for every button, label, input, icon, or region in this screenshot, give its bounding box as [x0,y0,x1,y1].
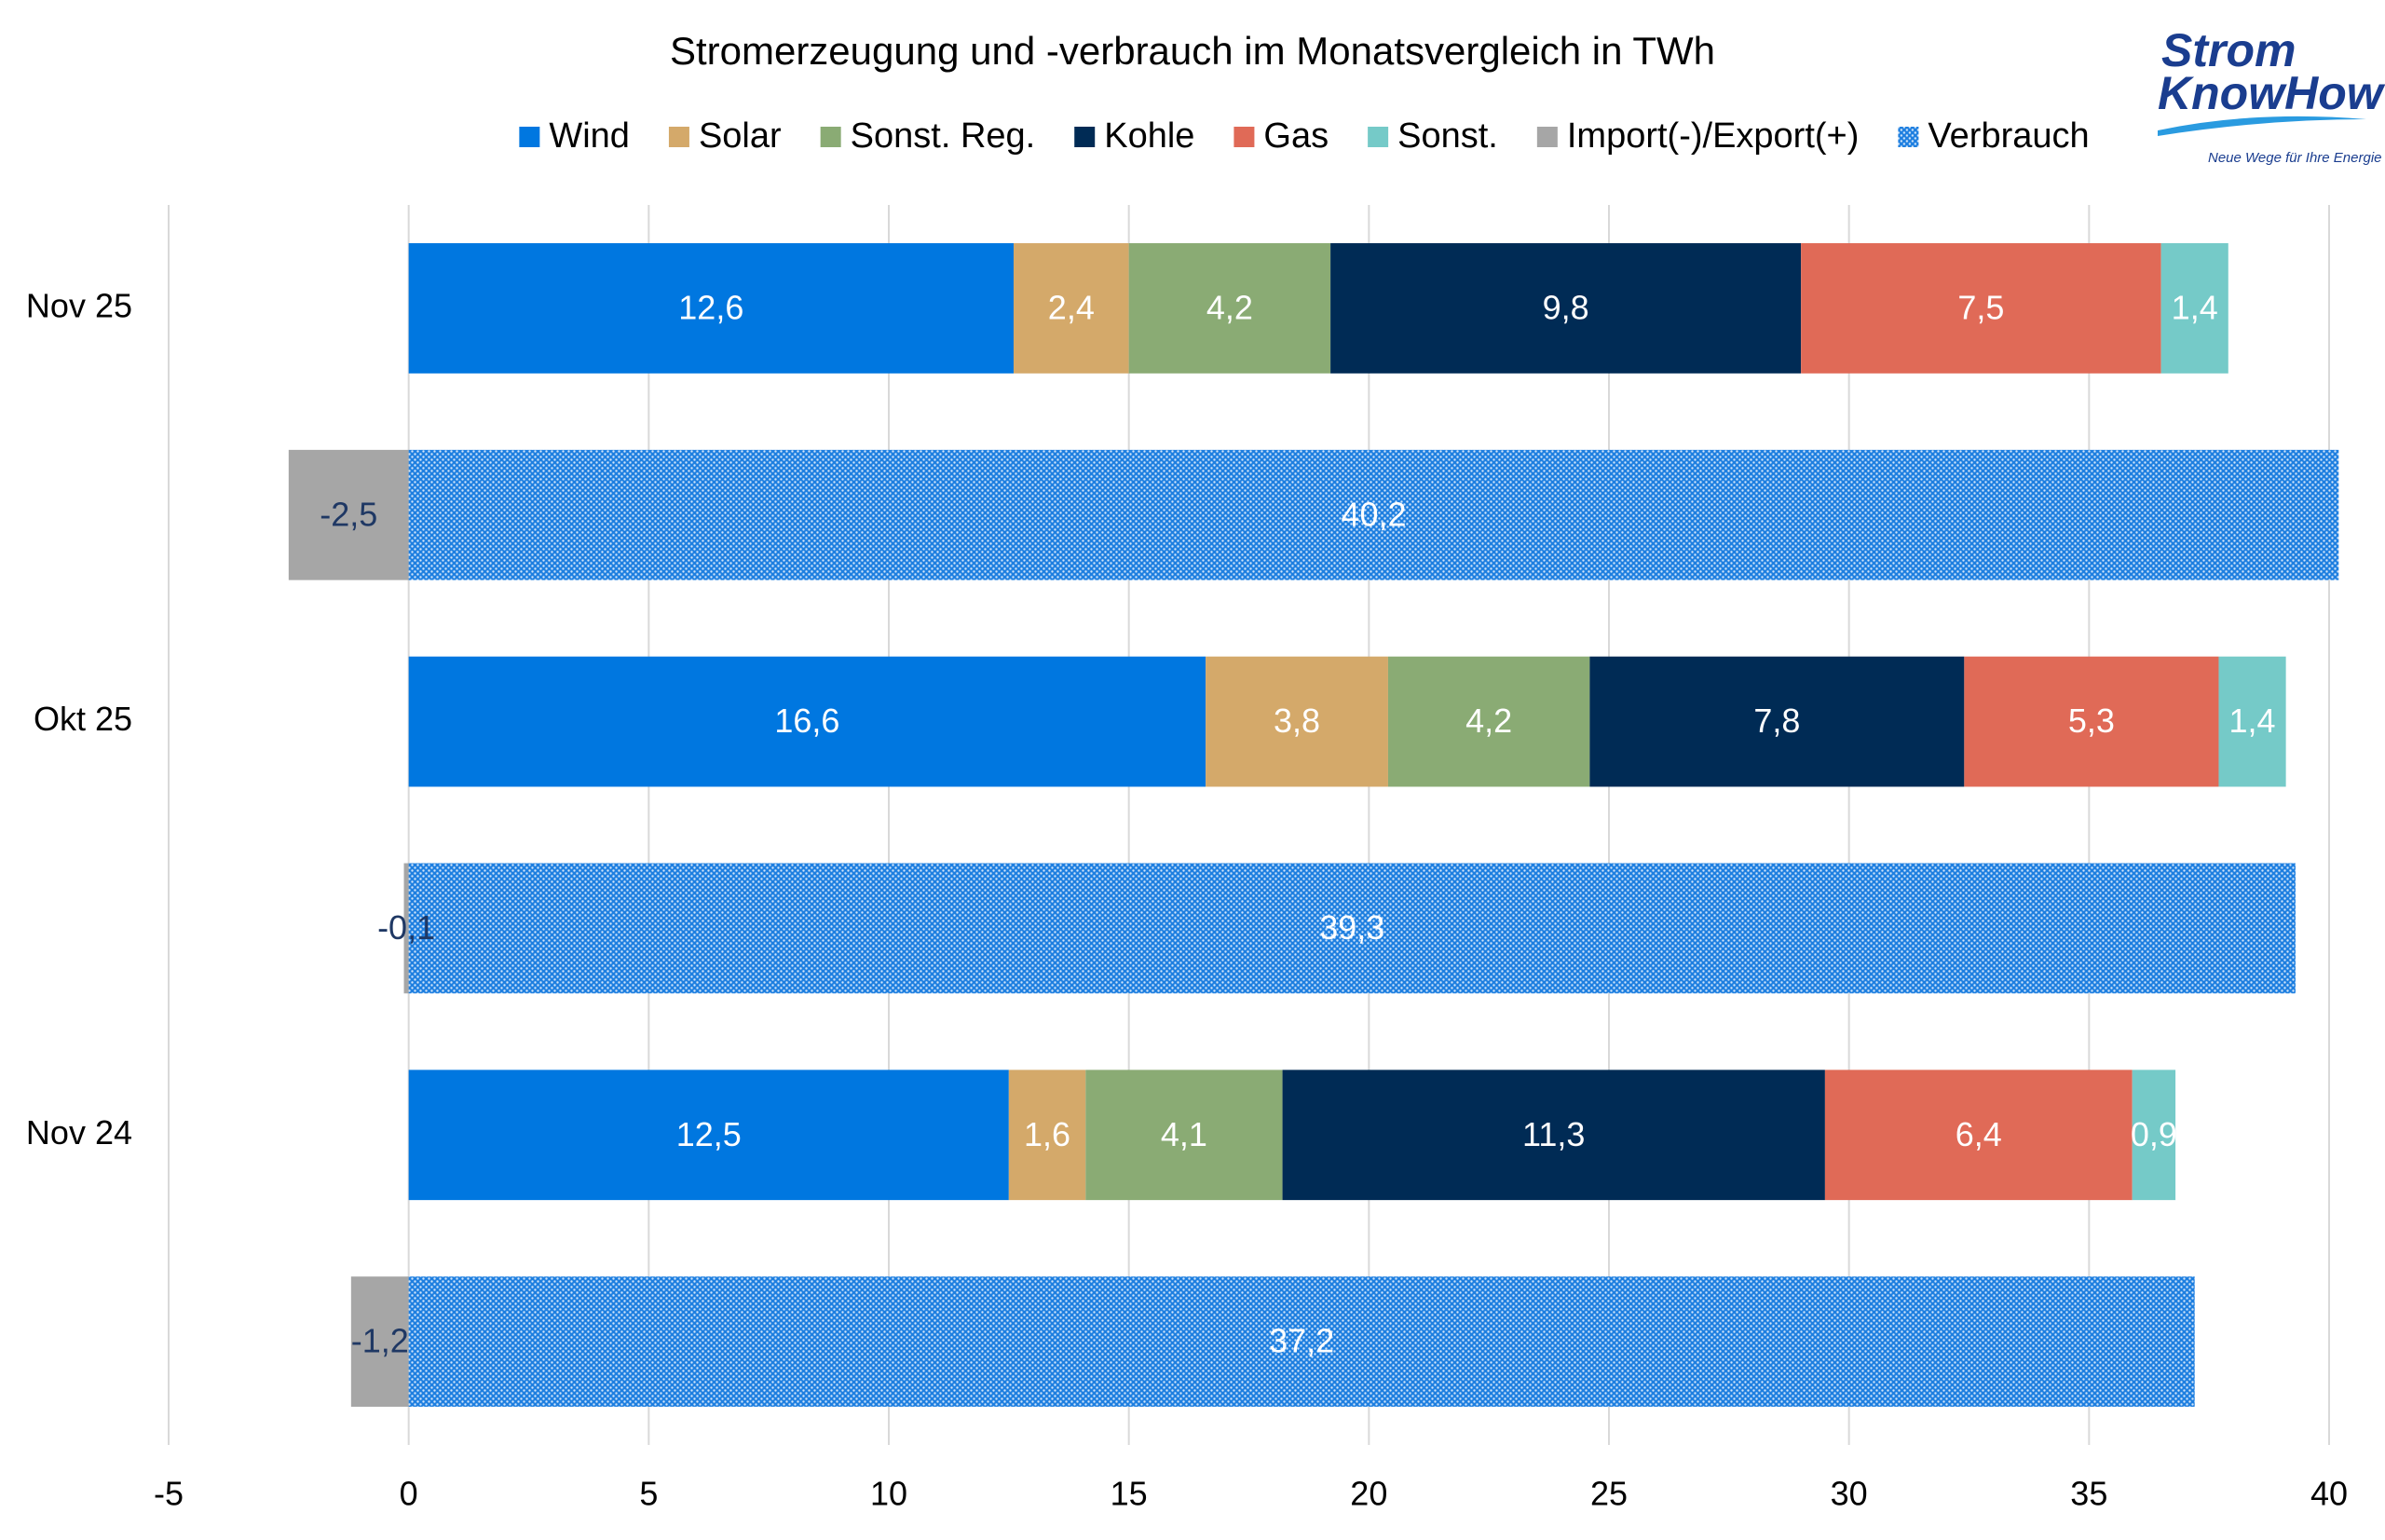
legend-label: Kohle [1104,116,1194,156]
logo-tagline: Neue Wege für Ihre Energie [2208,150,2382,166]
data-label: 4,1 [1161,1115,1207,1153]
legend-swatch [1536,127,1558,147]
data-label: -2,5 [320,495,377,533]
bar-segment [1013,243,1129,374]
bar-segment [408,1070,1009,1201]
data-label: -0,1 [377,908,435,947]
grid: -5 0 5 10 15 20 25 30 35 40 [154,205,2348,1513]
legend-swatch [820,127,841,147]
legend-swatch [1233,127,1255,147]
data-label: 39,3 [1319,908,1384,947]
legend-swatch [1074,127,1096,147]
data-label: 4,2 [1465,702,1512,740]
bar-segment [408,656,1206,787]
chart-title: Stromerzeugung und -verbrauch im Monatsv… [670,29,1715,73]
data-label: 3,8 [1274,702,1320,740]
legend-swatch [519,127,540,147]
legend-label: Gas [1263,116,1329,156]
data-label: 7,5 [1957,288,2004,326]
bar-segment [1801,243,2161,374]
x-tick-label: 25 [1590,1475,1628,1513]
data-label: 2,4 [1048,288,1095,326]
legend-item: Solar [668,116,782,156]
legend-label: Import(-)/Export(+) [1567,116,1860,156]
bar-segment [408,1276,2195,1407]
data-label: 1,4 [2172,288,2218,326]
logo-line1: Strom [2161,24,2296,76]
bar-segment [408,449,2339,580]
bar-segment [1282,1070,1825,1201]
x-tick-label: 35 [2070,1475,2107,1513]
y-tick-label: Nov 25 [26,286,132,324]
legend-swatch [1368,127,1389,147]
x-tick-label: 0 [400,1475,418,1513]
legend: Wind Solar Sonst. Reg. Kohle Gas Sonst. Import… [519,116,2090,156]
x-tick-label: 5 [639,1475,658,1513]
logo-line2: KnowHow [2158,67,2385,119]
y-tick-label: Okt 25 [34,700,132,738]
logo: Strom KnowHow Neue Wege für Ihre Energie [2158,24,2385,166]
bar-segment [1824,1070,2133,1201]
data-label: 6,4 [1956,1115,2002,1153]
bar-segment [1589,656,1965,787]
legend-label: Sonst. [1397,116,1498,156]
x-tick-label: 30 [1831,1475,1868,1513]
data-label: 40,2 [1341,495,1406,533]
x-tick-label: -5 [154,1475,184,1513]
bar-segment [1206,656,1388,787]
bar-segment [408,243,1014,374]
labels: Nov 25 12,6 2,4 4,2 9,8 7,5 1,4 -2,5 40,2 Okt 25 1… [26,286,2276,1359]
bar-segment [2160,243,2228,374]
data-label: 12,5 [676,1115,742,1153]
data-label: 12,6 [678,288,743,326]
legend-item: Import(-)/Export(+) [1536,116,1860,156]
legend-item: Sonst. [1368,116,1498,156]
data-label: 7,8 [1753,702,1800,740]
bar-segment [408,863,2296,994]
bar-segment [288,449,409,580]
bar-segment [2132,1070,2176,1201]
bar-segment [1387,656,1590,787]
data-label: 11,3 [1522,1115,1585,1153]
data-label: 1,6 [1024,1115,1070,1153]
x-tick-label: 20 [1350,1475,1387,1513]
bar-segment [2218,656,2286,787]
data-label: 37,2 [1269,1322,1334,1360]
legend-label: Sonst. Reg. [851,116,1036,156]
y-tick-label: Nov 24 [26,1113,132,1152]
bar-segment [403,863,409,994]
bar-segment [1128,243,1331,374]
data-label: 4,2 [1206,288,1253,326]
legend-item: Kohle [1074,116,1194,156]
data-label: -1,2 [351,1322,409,1360]
bar-segment [1085,1070,1283,1201]
bar-segment [1330,243,1802,374]
x-tick-label: 10 [870,1475,907,1513]
data-label: 9,8 [1543,288,1589,326]
bar-segment [1964,656,2219,787]
legend-item: Verbrauch [1898,116,2090,156]
legend-swatch [1898,127,1919,147]
bars [288,243,2339,1407]
data-label: 1,4 [2229,702,2276,740]
data-label: 0,9 [2131,1115,2177,1153]
legend-label: Wind [549,116,630,156]
logo-swoosh [2158,116,2366,136]
bar-segment [350,1276,409,1407]
legend-item: Sonst. Reg. [820,116,1036,156]
legend-item: Gas [1233,116,1329,156]
x-tick-label: 15 [1111,1475,1148,1513]
data-label: 16,6 [774,702,839,740]
legend-label: Solar [699,116,782,156]
legend-item: Wind [519,116,630,156]
x-tick-label: 40 [2310,1475,2348,1513]
legend-swatch [668,127,689,147]
data-label: 5,3 [2068,702,2115,740]
legend-label: Verbrauch [1928,116,2089,156]
bar-segment [1008,1070,1086,1201]
